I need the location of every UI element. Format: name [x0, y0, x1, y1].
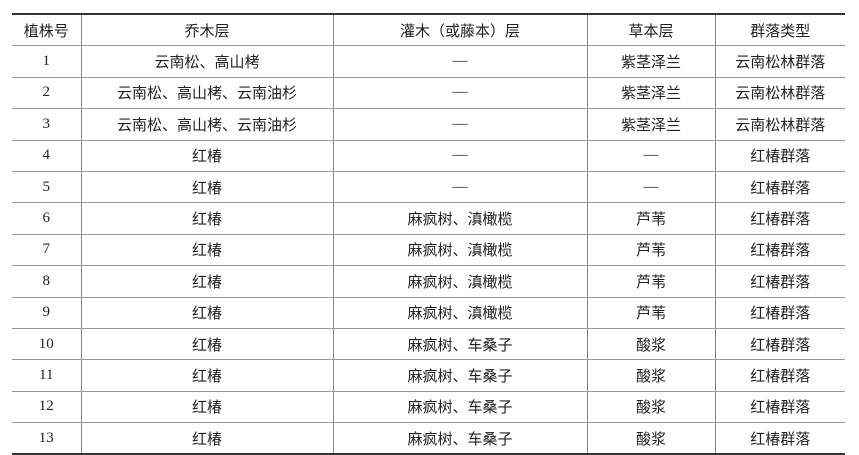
cell-community-type: 红椿群落: [714, 171, 845, 204]
cell-plant-number: 9: [12, 297, 82, 329]
table-row: 9 红椿 麻疯树、滇橄榄 芦苇 红椿群落: [12, 297, 845, 329]
cell-plant-number: 5: [12, 171, 82, 204]
table-row: 10 红椿 麻疯树、车桑子 酸浆 红椿群落: [12, 328, 845, 361]
cell-community-type: 红椿群落: [714, 234, 845, 267]
cell-shrub-layer: —: [332, 140, 588, 172]
cell-herb-layer: 酸浆: [586, 391, 716, 424]
cell-shrub-layer: 麻疯树、车桑子: [332, 422, 588, 455]
table-row: 6 红椿 麻疯树、滇橄榄 芦苇 红椿群落: [12, 202, 845, 235]
cell-plant-number: 3: [12, 108, 82, 141]
cell-plant-number: 1: [12, 45, 82, 78]
cell-plant-number: 8: [12, 265, 82, 298]
cell-community-type: 红椿群落: [714, 140, 845, 172]
cell-shrub-layer: —: [332, 171, 588, 204]
community-table: 植株号 乔木层 灌木（或藤本）层 草本层 群落类型 1 云南松、高山栲 — 紫茎泽兰 云南松林群…: [12, 13, 845, 455]
cell-shrub-layer: 麻疯树、车桑子: [332, 328, 588, 361]
cell-plant-number: 13: [12, 422, 82, 455]
cell-herb-layer: 芦苇: [586, 265, 716, 298]
table-row: 5 红椿 — — 红椿群落: [12, 171, 845, 204]
cell-tree-layer: 红椿: [80, 422, 334, 455]
table-row: 12 红椿 麻疯树、车桑子 酸浆 红椿群落: [12, 391, 845, 424]
cell-herb-layer: 酸浆: [586, 422, 716, 455]
table-row: 8 红椿 麻疯树、滇橄榄 芦苇 红椿群落: [12, 265, 845, 298]
cell-tree-layer: 红椿: [80, 140, 334, 172]
cell-shrub-layer: 麻疯树、滇橄榄: [332, 265, 588, 298]
cell-shrub-layer: —: [332, 108, 588, 141]
cell-plant-number: 10: [12, 328, 82, 361]
cell-tree-layer: 云南松、高山栲、云南油杉: [80, 108, 334, 141]
cell-community-type: 红椿群落: [714, 202, 845, 235]
cell-plant-number: 7: [12, 234, 82, 267]
cell-community-type: 红椿群落: [714, 359, 845, 392]
header-tree-layer: 乔木层: [80, 14, 334, 47]
table-row: 2 云南松、高山栲、云南油杉 — 紫茎泽兰 云南松林群落: [12, 77, 845, 110]
cell-tree-layer: 红椿: [80, 297, 334, 329]
table-row: 4 红椿 — — 红椿群落: [12, 140, 845, 172]
cell-herb-layer: 芦苇: [586, 297, 716, 329]
cell-community-type: 红椿群落: [714, 297, 845, 329]
cell-herb-layer: 酸浆: [586, 328, 716, 361]
cell-shrub-layer: 麻疯树、滇橄榄: [332, 202, 588, 235]
header-plant-number: 植株号: [12, 14, 82, 47]
cell-community-type: 云南松林群落: [714, 108, 845, 141]
cell-plant-number: 12: [12, 391, 82, 424]
cell-shrub-layer: —: [332, 45, 588, 78]
cell-tree-layer: 红椿: [80, 359, 334, 392]
header-community-type: 群落类型: [714, 14, 845, 47]
cell-tree-layer: 红椿: [80, 328, 334, 361]
header-herb-layer: 草本层: [586, 14, 716, 47]
cell-tree-layer: 云南松、高山栲: [80, 45, 334, 78]
cell-tree-layer: 红椿: [80, 171, 334, 204]
cell-plant-number: 11: [12, 359, 82, 392]
cell-tree-layer: 红椿: [80, 391, 334, 424]
cell-tree-layer: 云南松、高山栲、云南油杉: [80, 77, 334, 110]
cell-community-type: 红椿群落: [714, 422, 845, 455]
cell-herb-layer: 芦苇: [586, 234, 716, 267]
table-row: 1 云南松、高山栲 — 紫茎泽兰 云南松林群落: [12, 45, 845, 78]
table-row: 3 云南松、高山栲、云南油杉 — 紫茎泽兰 云南松林群落: [12, 108, 845, 141]
cell-community-type: 红椿群落: [714, 328, 845, 361]
cell-plant-number: 6: [12, 202, 82, 235]
cell-herb-layer: 酸浆: [586, 359, 716, 392]
cell-tree-layer: 红椿: [80, 265, 334, 298]
table-row: 11 红椿 麻疯树、车桑子 酸浆 红椿群落: [12, 359, 845, 392]
cell-shrub-layer: —: [332, 77, 588, 110]
header-row: 植株号 乔木层 灌木（或藤本）层 草本层 群落类型: [12, 14, 845, 47]
cell-community-type: 云南松林群落: [714, 77, 845, 110]
cell-community-type: 红椿群落: [714, 265, 845, 298]
cell-herb-layer: —: [586, 140, 716, 172]
table-row: 7 红椿 麻疯树、滇橄榄 芦苇 红椿群落: [12, 234, 845, 267]
cell-shrub-layer: 麻疯树、滇橄榄: [332, 234, 588, 267]
cell-shrub-layer: 麻疯树、滇橄榄: [332, 297, 588, 329]
cell-shrub-layer: 麻疯树、车桑子: [332, 359, 588, 392]
cell-tree-layer: 红椿: [80, 234, 334, 267]
cell-tree-layer: 红椿: [80, 202, 334, 235]
cell-herb-layer: 紫茎泽兰: [586, 77, 716, 110]
cell-plant-number: 2: [12, 77, 82, 110]
cell-community-type: 红椿群落: [714, 391, 845, 424]
cell-herb-layer: 紫茎泽兰: [586, 108, 716, 141]
cell-shrub-layer: 麻疯树、车桑子: [332, 391, 588, 424]
cell-plant-number: 4: [12, 140, 82, 172]
cell-community-type: 云南松林群落: [714, 45, 845, 78]
cell-herb-layer: —: [586, 171, 716, 204]
header-shrub-layer: 灌木（或藤本）层: [332, 14, 588, 47]
table-row: 13 红椿 麻疯树、车桑子 酸浆 红椿群落: [12, 422, 845, 455]
cell-herb-layer: 芦苇: [586, 202, 716, 235]
cell-herb-layer: 紫茎泽兰: [586, 45, 716, 78]
